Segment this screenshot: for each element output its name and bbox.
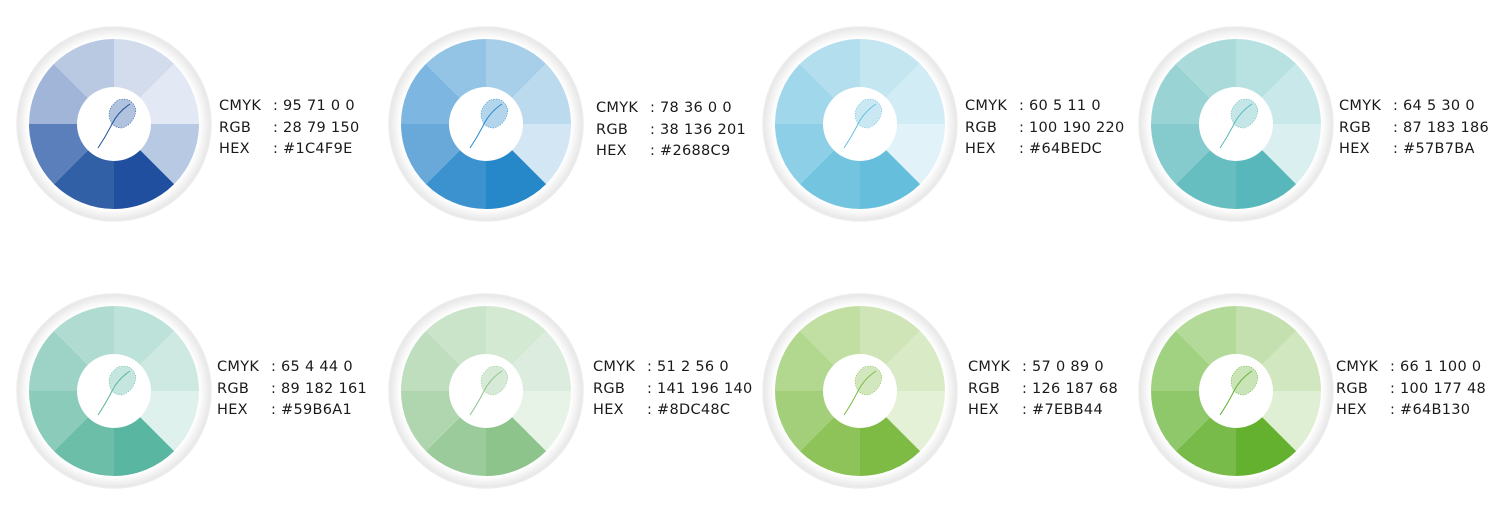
- rgb-label: RGB: [1336, 380, 1369, 397]
- color-wheel-graphic: [762, 26, 958, 222]
- color-swatch-7: CMYK:57 0 89 0 RGB:126 187 68 HEX: #7EBB4…: [760, 291, 1120, 491]
- color-swatch-4: CMYK:64 5 30 0 RGB:87 183 186 HEX: #57B7B…: [1136, 24, 1496, 224]
- hex-value: #64BEDC: [1029, 141, 1103, 157]
- wheel-center: [823, 354, 897, 428]
- hex-value: #7EBB44: [1032, 402, 1103, 418]
- rgb-value: 100 177 48: [1400, 380, 1487, 397]
- rgb-value: 100 190 220: [1029, 119, 1125, 136]
- color-values: CMYK:95 71 0 0 RGB:28 79 150 HEX: #1C4F9E: [219, 96, 360, 161]
- color-wheel: [14, 24, 214, 224]
- cmyk-label: CMYK: [596, 100, 639, 116]
- leaf-icon: [97, 98, 137, 149]
- color-values: CMYK:78 36 0 0 RGB:38 136 201 HEX: #2688C…: [596, 98, 746, 163]
- hex-value: #8DC48C: [657, 402, 731, 418]
- wheel-center: [823, 87, 897, 161]
- rgb-label: RGB: [968, 380, 1001, 397]
- wheel-center: [1199, 87, 1273, 161]
- cmyk-label: CMYK: [968, 359, 1011, 375]
- rgb-value: 126 187 68: [1032, 380, 1119, 397]
- color-wheel-graphic: [1138, 26, 1334, 222]
- wheel-center: [449, 87, 523, 161]
- rgb-label: RGB: [1339, 119, 1372, 136]
- leaf-icon: [843, 365, 883, 416]
- cmyk-label: CMYK: [593, 359, 636, 375]
- hex-label: HEX: [968, 402, 999, 418]
- hex-label: HEX: [217, 402, 248, 418]
- wheel-center: [1199, 354, 1273, 428]
- rgb-value: 87 183 186: [1403, 119, 1490, 136]
- color-swatch-1: CMYK:95 71 0 0 RGB:28 79 150 HEX: #1C4F9E: [14, 24, 374, 224]
- leaf-icon: [1219, 365, 1259, 416]
- hex-value: #64B130: [1400, 402, 1471, 418]
- cmyk-label: CMYK: [1336, 359, 1379, 375]
- cmyk-value: 60 5 11 0: [1029, 98, 1101, 114]
- hex-value: #59B6A1: [281, 402, 353, 418]
- rgb-value: 89 182 161: [281, 380, 368, 397]
- color-values: CMYK:66 1 100 0 RGB:100 177 48 HEX: #64B1…: [1336, 357, 1486, 422]
- leaf-icon: [843, 98, 883, 149]
- hex-label: HEX: [1339, 141, 1370, 157]
- color-values: CMYK:65 4 44 0 RGB:89 182 161 HEX: #59B6A…: [217, 357, 367, 422]
- color-wheel-graphic: [762, 293, 958, 489]
- color-wheel: [386, 291, 586, 491]
- wheel-center: [449, 354, 523, 428]
- color-wheel-graphic: [16, 293, 212, 489]
- rgb-label: RGB: [596, 121, 629, 138]
- color-wheel-graphic: [16, 26, 212, 222]
- cmyk-value: 66 1 100 0: [1400, 359, 1482, 375]
- rgb-value: 141 196 140: [657, 380, 753, 397]
- cmyk-value: 51 2 56 0: [657, 359, 729, 375]
- hex-value: #57B7BA: [1403, 141, 1475, 157]
- rgb-label: RGB: [219, 119, 252, 136]
- color-wheel-graphic: [1138, 293, 1334, 489]
- wheel-center: [77, 87, 151, 161]
- cmyk-label: CMYK: [219, 98, 262, 114]
- hex-value: #2688C9: [660, 143, 731, 159]
- rgb-label: RGB: [965, 119, 998, 136]
- rgb-value: 38 136 201: [660, 121, 747, 138]
- color-swatch-2: CMYK:78 36 0 0 RGB:38 136 201 HEX: #2688C…: [386, 24, 746, 224]
- cmyk-label: CMYK: [965, 98, 1008, 114]
- color-values: CMYK:64 5 30 0 RGB:87 183 186 HEX: #57B7B…: [1339, 96, 1489, 161]
- hex-label: HEX: [593, 402, 624, 418]
- cmyk-label: CMYK: [1339, 98, 1382, 114]
- color-wheel: [386, 24, 586, 224]
- hex-label: HEX: [965, 141, 996, 157]
- cmyk-value: 78 36 0 0: [660, 100, 732, 116]
- cmyk-value: 95 71 0 0: [283, 98, 355, 114]
- hex-label: HEX: [219, 141, 250, 157]
- color-wheel: [760, 291, 960, 491]
- hex-label: HEX: [1336, 402, 1367, 418]
- hex-value: #1C4F9E: [283, 141, 353, 157]
- leaf-icon: [469, 98, 509, 149]
- leaf-icon: [97, 365, 137, 416]
- hex-label: HEX: [596, 143, 627, 159]
- color-swatch-8: CMYK:66 1 100 0 RGB:100 177 48 HEX: #64B1…: [1136, 291, 1496, 491]
- wheel-center: [77, 354, 151, 428]
- color-wheel: [1136, 24, 1336, 224]
- color-swatch-3: CMYK:60 5 11 0 RGB:100 190 220 HEX: #64BE…: [760, 24, 1124, 224]
- color-swatch-6: CMYK:51 2 56 0 RGB:141 196 140 HEX: #8DC4…: [386, 291, 752, 491]
- color-wheel-graphic: [388, 26, 584, 222]
- color-wheel: [1136, 291, 1336, 491]
- leaf-icon: [1219, 98, 1259, 149]
- color-values: CMYK:57 0 89 0 RGB:126 187 68 HEX: #7EBB4…: [968, 357, 1118, 422]
- color-values: CMYK:60 5 11 0 RGB:100 190 220 HEX: #64BE…: [965, 96, 1125, 161]
- rgb-value: 28 79 150: [283, 119, 360, 136]
- cmyk-label: CMYK: [217, 359, 260, 375]
- color-wheel: [14, 291, 214, 491]
- color-swatch-5: CMYK:65 4 44 0 RGB:89 182 161 HEX: #59B6A…: [14, 291, 374, 491]
- rgb-label: RGB: [217, 380, 250, 397]
- cmyk-value: 64 5 30 0: [1403, 98, 1475, 114]
- leaf-icon: [469, 365, 509, 416]
- cmyk-value: 65 4 44 0: [281, 359, 353, 375]
- color-wheel: [760, 24, 960, 224]
- cmyk-value: 57 0 89 0: [1032, 359, 1104, 375]
- color-values: CMYK:51 2 56 0 RGB:141 196 140 HEX: #8DC4…: [593, 357, 753, 422]
- rgb-label: RGB: [593, 380, 626, 397]
- color-wheel-graphic: [388, 293, 584, 489]
